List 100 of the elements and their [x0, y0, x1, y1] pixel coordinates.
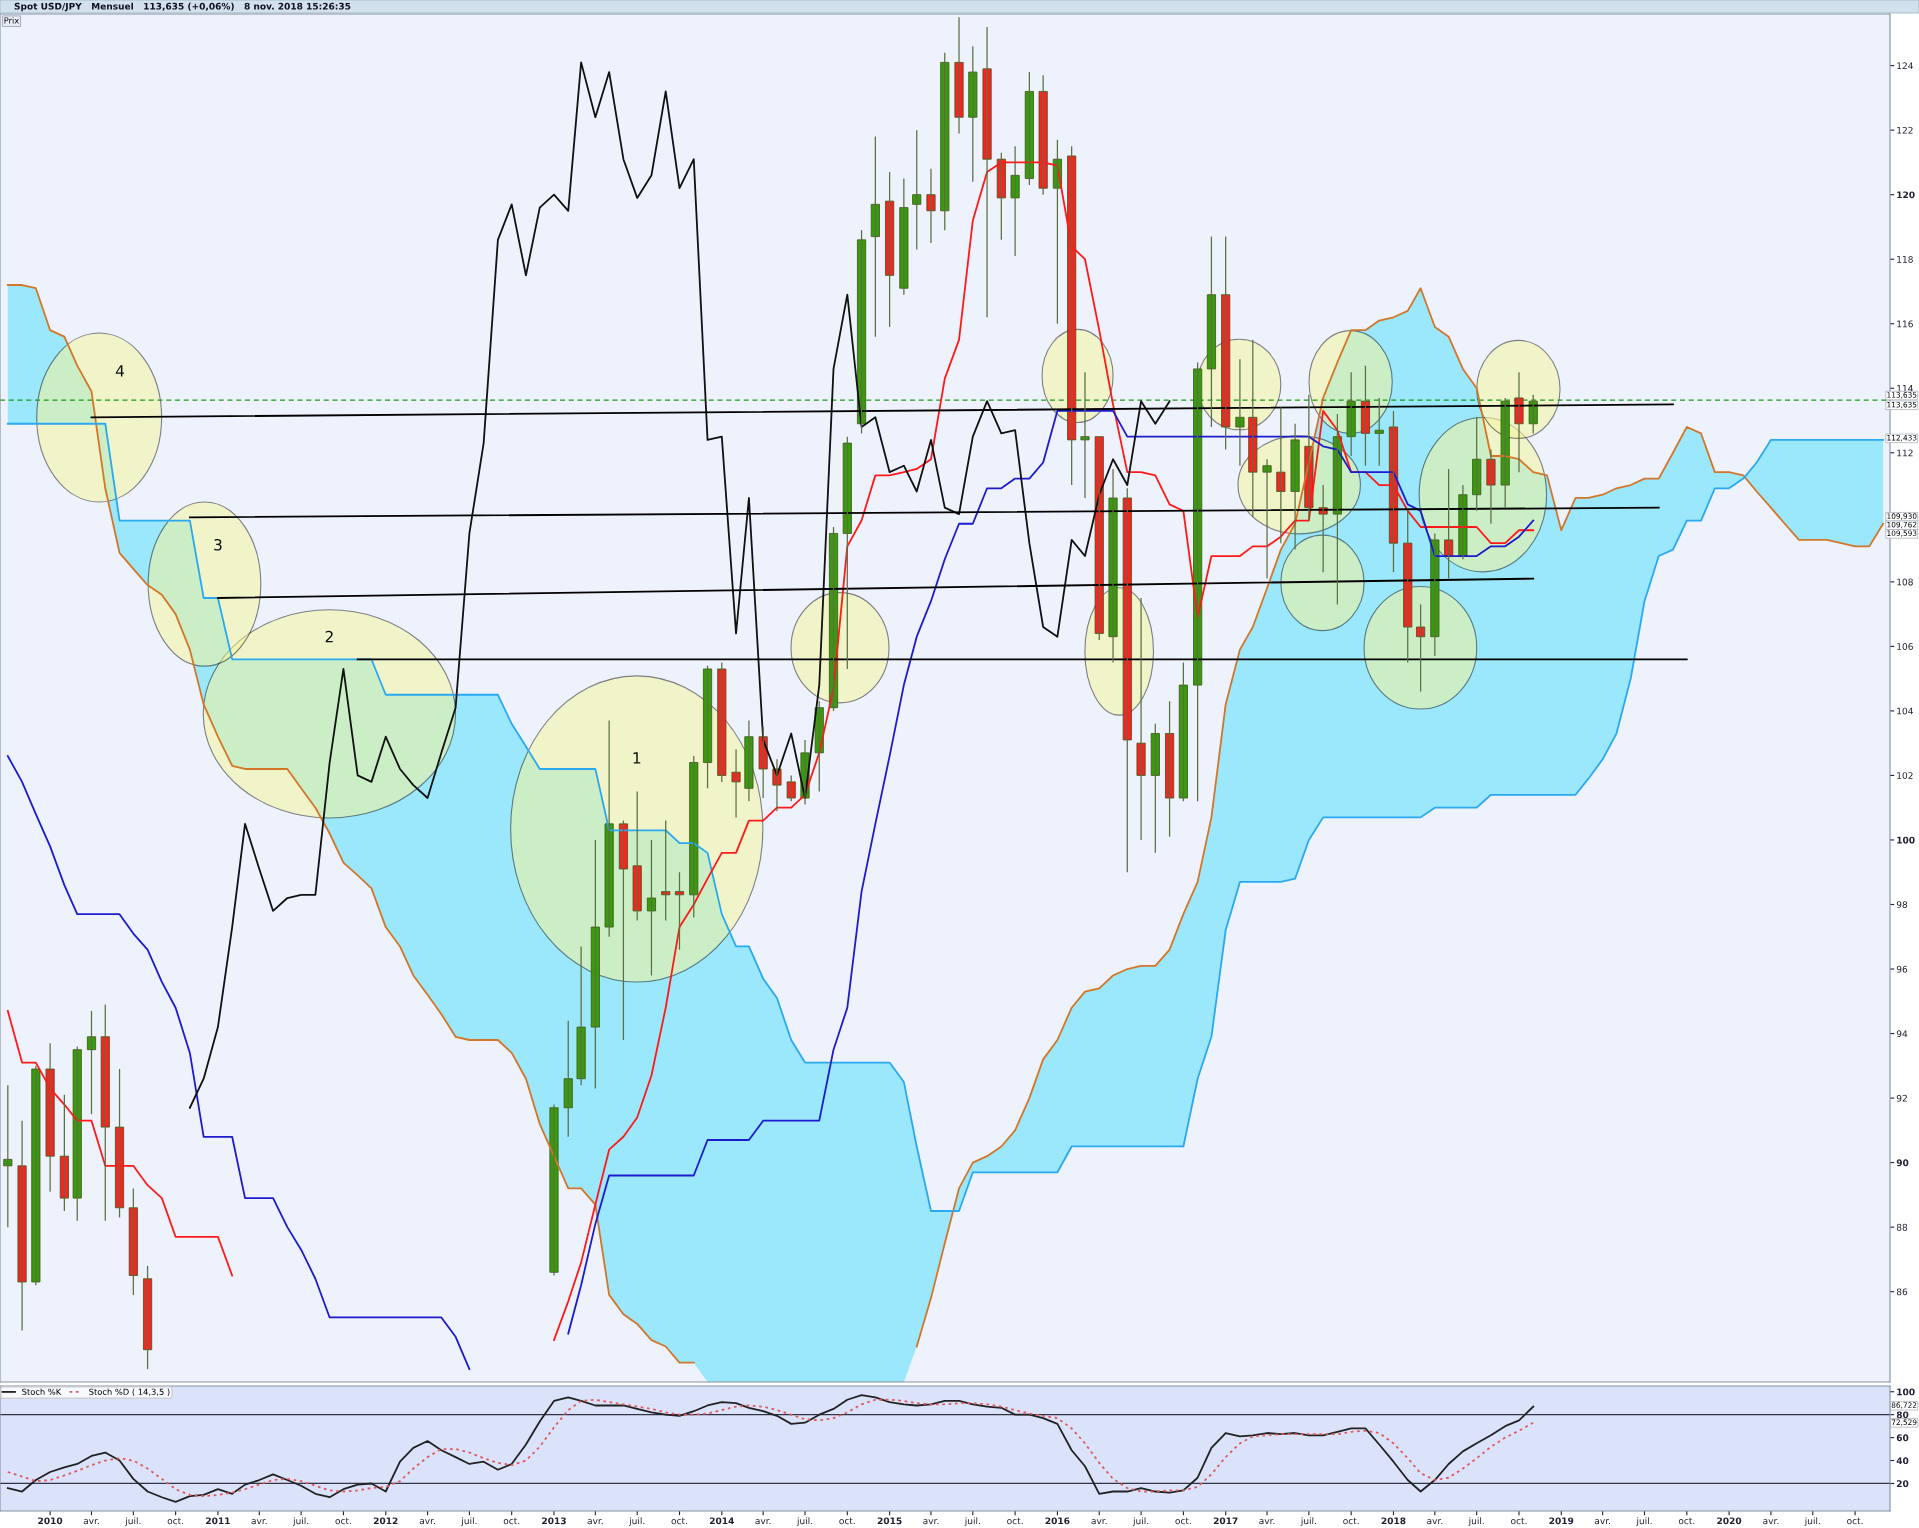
candlestick: [1416, 603, 1426, 693]
candlestick: [1248, 339, 1258, 518]
x-tick-label: juil.: [1804, 1517, 1820, 1526]
x-tick-label: 2018: [1381, 1517, 1406, 1525]
candlestick: [940, 52, 950, 231]
y-tick-label: 20: [1896, 1480, 1909, 1488]
x-tick-label: 2010: [38, 1517, 63, 1525]
x-tick-label: 2016: [1045, 1517, 1070, 1525]
candlestick: [86, 1010, 97, 1115]
line-series: [188, 61, 1171, 1109]
candlestick: [604, 719, 614, 938]
x-tick-label: avr.: [419, 1519, 435, 1525]
candlestick: [646, 839, 657, 977]
x-tick-label: juil.: [1468, 1517, 1484, 1526]
x-tick-label: avr.: [251, 1519, 267, 1525]
x-tick-label: oct.: [1007, 1517, 1023, 1525]
candlestick: [1346, 371, 1356, 457]
x-tick-label: avr.: [1091, 1519, 1107, 1525]
candlestick: [1262, 458, 1272, 580]
y-tick-label: 80: [1896, 1411, 1909, 1419]
candlestick: [1010, 145, 1020, 257]
x-tick-label: 2020: [1717, 1517, 1742, 1525]
y-tick-label: 86: [1896, 1288, 1908, 1296]
x-tick-label: avr.: [587, 1519, 603, 1525]
x-tick-label: oct.: [1847, 1517, 1863, 1525]
candlestick: [786, 774, 796, 802]
x-tick-label: juil.: [1132, 1517, 1149, 1526]
candlestick: [1276, 406, 1286, 544]
y-tick-label: 102: [1897, 772, 1913, 779]
candlestick: [563, 1020, 573, 1138]
annotation: 1: [633, 752, 641, 764]
x-tick-label: 2015: [877, 1517, 902, 1525]
x-tick-label: juil.: [796, 1517, 813, 1526]
annotation: 3: [214, 539, 222, 551]
candlestick: [632, 790, 642, 922]
x-tick-label: avr.: [923, 1519, 939, 1525]
y-tick-label: 122: [1897, 126, 1913, 134]
x-tick-label: oct.: [503, 1517, 520, 1525]
annotation: Prix: [4, 17, 19, 24]
candlestick: [1500, 397, 1510, 509]
y-tick-label: 114: [1897, 385, 1913, 392]
y-tick-label: 124: [1897, 62, 1913, 70]
y-tick-label: 118: [1897, 255, 1913, 263]
x-tick-label: avr.: [1594, 1519, 1610, 1525]
x-tick-label: 2012: [373, 1517, 398, 1525]
x-tick-label: 2014: [709, 1517, 734, 1525]
x-tick-label: avr.: [83, 1519, 99, 1525]
x-tick-label: avr.: [1763, 1519, 1779, 1525]
y-tick-label: 104: [1897, 707, 1913, 715]
x-tick-label: juil.: [628, 1517, 645, 1526]
candlestick: [72, 1045, 82, 1222]
candlestick: [1235, 358, 1245, 467]
candlestick: [1094, 436, 1104, 641]
candlestick: [3, 1084, 13, 1228]
candlestick: [1374, 397, 1384, 467]
x-tick-label: juil.: [1300, 1517, 1316, 1526]
x-tick-label: oct.: [335, 1517, 351, 1525]
legend-label: Stoch %K: [22, 1388, 62, 1395]
y-tick-label: 112: [1897, 449, 1913, 457]
x-tick-label: avr.: [755, 1519, 771, 1525]
x-tick-label: avr.: [1427, 1519, 1443, 1525]
y-tick-label: 60: [1896, 1434, 1909, 1442]
y-tick-label: 100: [1897, 836, 1915, 844]
x-tick-label: oct.: [1678, 1517, 1695, 1525]
y-tick-label: 40: [1896, 1457, 1909, 1465]
x-tick-label: juil.: [292, 1517, 309, 1526]
x-tick-label: juil.: [1636, 1517, 1652, 1526]
x-tick-label: oct.: [671, 1517, 687, 1525]
candlestick: [717, 661, 727, 783]
x-tick-label: 2013: [542, 1517, 566, 1525]
x-tick-label: oct.: [1175, 1517, 1191, 1525]
candlestick: [1528, 394, 1538, 435]
candlestick: [1080, 371, 1090, 499]
y-tick-label: 106: [1897, 643, 1913, 650]
y-tick-label: 88: [1896, 1223, 1908, 1231]
x-tick-label: oct.: [1511, 1517, 1527, 1525]
candlestick: [689, 755, 699, 919]
x-tick-label: juil.: [461, 1517, 477, 1526]
x-tick-label: avr.: [1259, 1519, 1275, 1525]
y-tick-label: 92: [1896, 1094, 1907, 1102]
candlestick: [731, 748, 741, 819]
y-tick-label: 108: [1897, 578, 1913, 586]
y-tick-label: 90: [1896, 1159, 1909, 1167]
candlestick: [1403, 510, 1413, 664]
y-tick-label: 94: [1896, 1030, 1908, 1038]
y-tick-label: 96: [1896, 965, 1908, 973]
x-tick-label: 2011: [206, 1517, 230, 1525]
x-tick-label: oct.: [839, 1517, 855, 1525]
x-tick-label: oct.: [1343, 1517, 1359, 1525]
candlestick: [758, 726, 768, 799]
x-tick-label: 2019: [1549, 1517, 1574, 1525]
candlestick: [100, 1003, 110, 1222]
x-tick-label: oct.: [167, 1517, 184, 1525]
y-tick-label: 98: [1896, 901, 1908, 909]
annotation: 2: [325, 630, 333, 643]
y-tick-label: 120: [1897, 191, 1915, 199]
candlestick: [912, 129, 922, 251]
legend-label: Stoch %D ( 14,3,5 ): [89, 1388, 170, 1396]
candlestick: [968, 45, 978, 183]
x-tick-label: juil.: [125, 1517, 141, 1526]
